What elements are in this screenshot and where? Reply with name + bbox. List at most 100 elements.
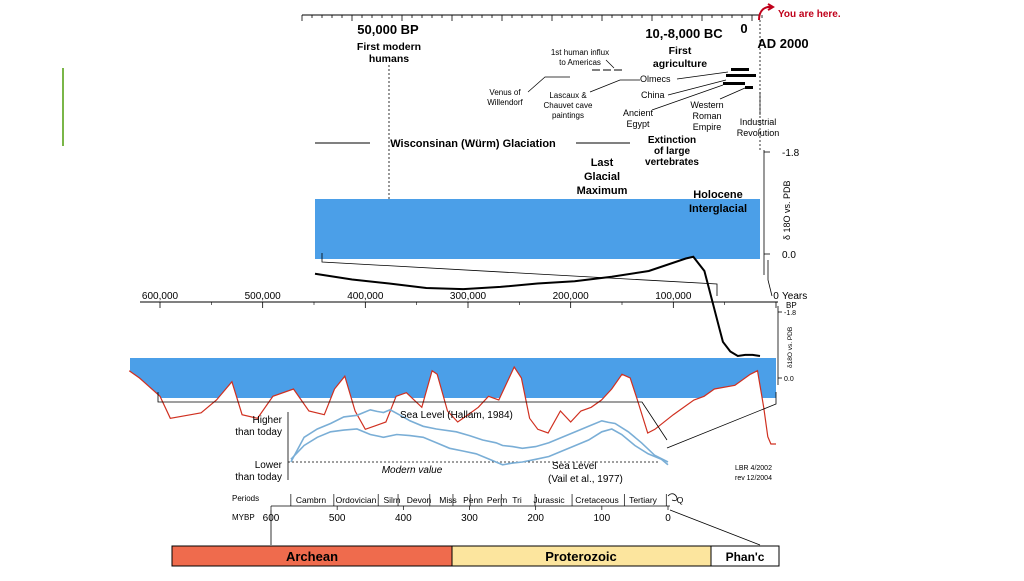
you-are-here-arrow [758,3,775,21]
top-chart-cold-area [315,199,760,259]
period-labels: Cambrn Ordovician Silrn Devon Miss Penn Perm Tr… [296,495,684,505]
middle-y-axis-title: δ18O vs. PDB [787,327,794,368]
top-y-label-top: -1.8 [782,148,800,159]
mybp-tick-label: 400 [395,513,412,524]
top-y-axis-title: δ 18O vs. PDB [782,180,792,240]
label-vail-2: (Vail et al., 1977) [548,474,623,485]
mybp-tick-labels: 600 500 400 300 200 100 0 [263,506,671,524]
credit-2: rev 12/2004 [735,475,772,482]
middle-x-tick-label: 0 [773,291,779,302]
middle-x-tick-label: 400,000 [347,291,384,302]
label-10000-bc: 10,-8,000 BC [645,26,723,41]
label-extinction-2: of large [654,146,691,157]
line-venus [527,76,570,93]
eon-phanerozoic-label: Phan'c [726,550,765,564]
label-holocene-2: Interglacial [689,203,747,215]
top-chart [314,199,761,358]
period-label: Cambrn [296,495,327,505]
period-label: Q [677,495,684,505]
label-lascaux-3: paintings [552,111,584,120]
zoom-connector-mid-right [666,392,777,449]
mybp-label: MYBP [232,513,255,522]
line-china [667,79,727,96]
label-higher-2: than today [235,427,282,438]
label-zero: 0 [740,21,747,36]
label-extinction-3: vertebrates [645,157,699,168]
period-label: Devon [407,495,432,505]
credit-1: LBR 4/2002 [735,465,772,472]
q-marker [667,493,678,502]
middle-x-tick-label: 600,000 [142,291,179,302]
label-hallam: Sea Level (Hallam, 1984) [400,410,513,421]
period-label: Tri [512,495,522,505]
label-lgm-1: Last [591,157,614,169]
middle-x-tick-label: 100,000 [655,291,692,302]
eon-proterozoic-label: Proterozoic [545,549,617,564]
period-label: Tertiary [629,495,658,505]
middle-y-label-top: -1.8 [784,310,796,317]
mybp-tick-label: 100 [593,513,610,524]
top-panel: You are here. 50,000 BP First modern hum… [301,3,841,358]
mybp-tick-label: 500 [329,513,346,524]
label-first-agriculture-2: agriculture [653,58,707,70]
label-extinction-1: Extinction [648,135,696,146]
label-modern-value: Modern value [382,465,443,476]
middle-x-ticks [159,302,777,308]
line-olmecs [676,71,729,80]
label-lower-1: Lower [255,460,283,471]
line-lascaux [589,79,640,93]
label-western-roman-1: Western [690,100,723,110]
middle-x-tick-label: 500,000 [245,291,282,302]
bar-western-roman [745,86,753,89]
label-ad-2000: AD 2000 [757,36,808,51]
bar-olmecs [731,68,749,71]
eon-archean-label: Archean [286,549,338,564]
label-venus-1: Venus of [489,88,521,97]
middle-x-tick-label: 200,000 [553,291,590,302]
bar-china [726,74,756,77]
periods-label: Periods [232,494,259,503]
period-label: Ordovician [336,495,377,505]
label-first-human-influx-1: 1st human influx [551,48,609,57]
sea-level-chart [290,408,669,466]
top-timeline-ticks [301,15,763,21]
label-western-roman-3: Empire [693,122,722,132]
bar-ancient-egypt [723,82,745,85]
label-industrial-2: Revolution [737,128,780,138]
label-ancient-egypt-2: Egypt [626,119,650,129]
mybp-tick-label: 300 [461,513,478,524]
eon-phanerozoic-bar [710,545,780,567]
label-first-modern-humans-1: First modern [357,41,421,53]
zoom-connector-mid-left [157,392,668,441]
period-label: Miss [439,495,456,505]
period-label: Jurassic [533,495,565,505]
line-ancient-egypt [651,84,724,111]
label-olmecs: Olmecs [640,74,671,84]
middle-chart-cold-area [130,358,776,398]
middle-panel: 600,000 500,000 400,000 300,000 200,000 100,0… [128,291,807,445]
label-first-agriculture-1: First [669,45,692,57]
sea-level-hallam-line [290,408,669,463]
middle-x-unit-2: BP [786,301,797,310]
top-y-label-bottom: 0.0 [782,250,796,261]
slide-accent-bar [62,68,64,146]
mybp-tick-label: 0 [665,513,671,524]
label-first-human-influx-2: to Americas [559,58,601,67]
label-lower-2: than today [235,472,282,483]
label-ancient-egypt-1: Ancient [623,108,654,118]
middle-y-label-bottom: 0.0 [784,376,794,383]
label-lascaux-2: Chauvet cave [544,101,593,110]
top-chart-line [314,255,761,358]
label-venus-2: Willendorf [487,98,523,107]
middle-x-tick-label: 300,000 [450,291,487,302]
period-label: Cretaceous [575,495,618,505]
zoom-connector-top-left [321,253,718,296]
period-label: Silrn [383,495,400,505]
period-label: Penn [463,495,483,505]
label-china: China [641,90,665,100]
middle-x-tick-labels: 600,000 500,000 400,000 300,000 200,000 100,0… [142,291,779,302]
label-50000-bp: 50,000 BP [357,22,419,37]
zoom-connector-top-right [767,260,773,297]
